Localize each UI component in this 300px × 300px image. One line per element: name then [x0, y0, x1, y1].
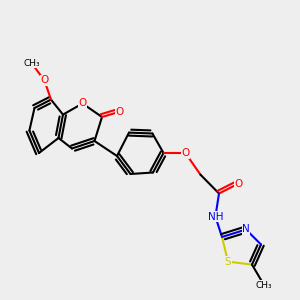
Text: NH: NH [208, 212, 223, 222]
Text: O: O [181, 148, 190, 158]
Text: S: S [225, 256, 231, 267]
Text: O: O [116, 106, 124, 117]
Text: CH₃: CH₃ [23, 58, 40, 68]
Text: CH₃: CH₃ [256, 280, 272, 290]
Text: O: O [40, 75, 49, 85]
Text: N: N [242, 224, 250, 235]
Text: O: O [78, 98, 87, 109]
Text: O: O [234, 178, 243, 189]
